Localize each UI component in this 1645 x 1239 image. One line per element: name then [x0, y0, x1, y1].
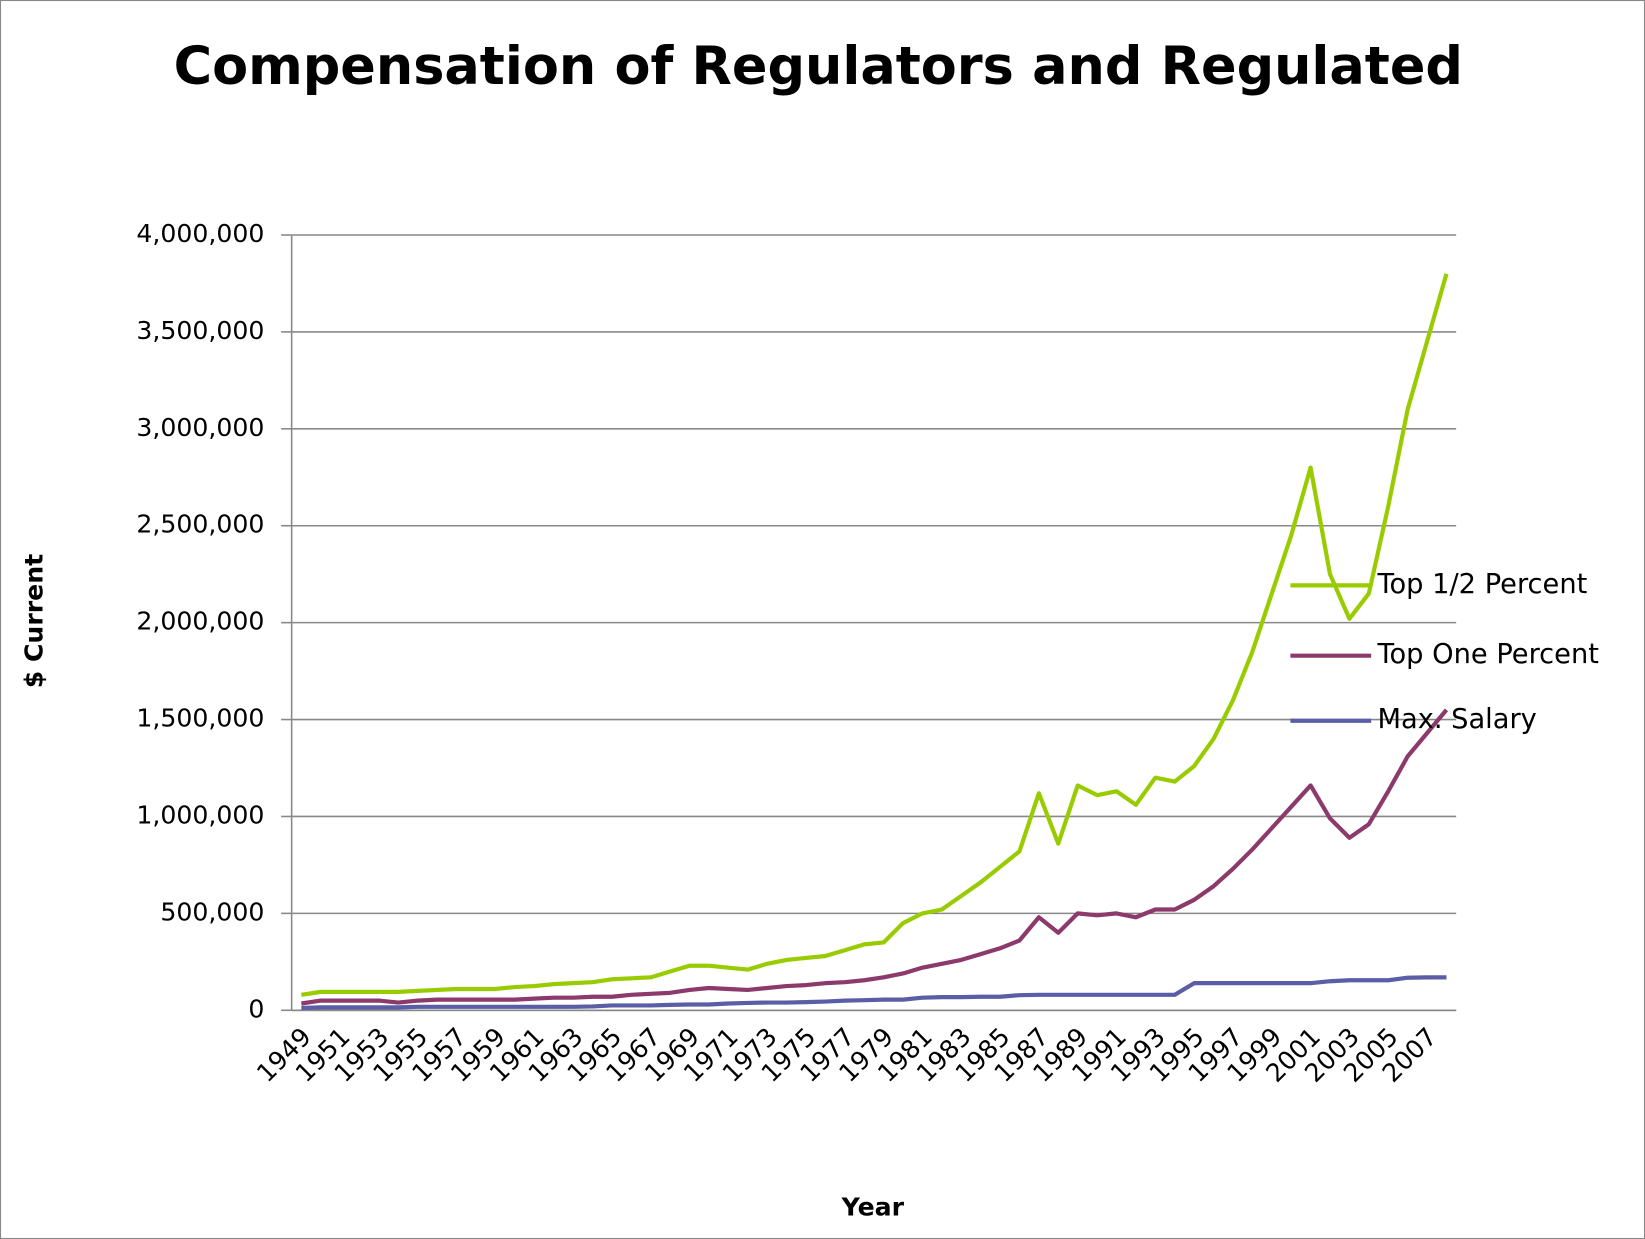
series-line: [301, 708, 1449, 1006]
legend-label: Top One Percent: [1376, 639, 1599, 670]
y-tick-label: 1,000,000: [136, 800, 264, 829]
series-line: [301, 975, 1447, 1011]
chart-title: Compensation of Regulators and Regulated: [174, 36, 1463, 97]
y-tick-label: 3,500,000: [136, 316, 264, 345]
y-tick-label: 500,000: [160, 897, 264, 926]
y-axis-title: $ Current: [20, 554, 49, 688]
y-tick-label: 2,500,000: [136, 510, 264, 539]
y-tick-label: 2,000,000: [136, 607, 264, 636]
legend-label: Top 1/2 Percent: [1376, 569, 1587, 600]
y-tick-label: 1,500,000: [136, 704, 264, 733]
x-axis-title: Year: [841, 1193, 905, 1222]
y-tick-label: 3,000,000: [136, 413, 264, 442]
y-tick-label: 4,000,000: [136, 219, 264, 248]
series-line: [301, 273, 1449, 997]
y-tick-label: 0: [248, 994, 264, 1023]
legend-label: Max. Salary: [1377, 704, 1536, 735]
